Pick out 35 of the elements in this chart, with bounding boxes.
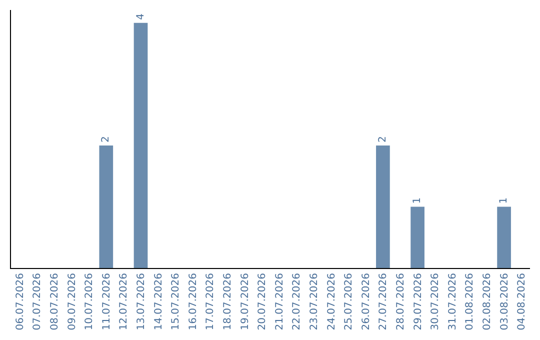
x-tick-label: 14.07.2026 — [153, 273, 164, 330]
x-tick-label: 01.08.2026 — [464, 273, 476, 330]
x-tick-label: 10.07.2026 — [84, 273, 96, 330]
x-tick-label: 29.07.2026 — [412, 273, 424, 330]
x-tick-label: 19.07.2026 — [240, 273, 251, 330]
x-tick-label: 02.08.2026 — [482, 273, 493, 330]
x-tick-label: 28.07.2026 — [396, 273, 406, 330]
x-tick-label: 25.07.2026 — [344, 273, 355, 330]
x-tick-label: 26.07.2026 — [360, 273, 372, 330]
data-label: 1 — [412, 197, 424, 204]
x-tick-label: 16.07.2026 — [188, 273, 199, 330]
x-tick-label: 11.07.2026 — [101, 273, 112, 330]
x-tick-label: 30.07.2026 — [430, 273, 442, 330]
x-tick-label: 04.08.2026 — [516, 273, 528, 330]
x-tick-label: 22.07.2026 — [292, 273, 303, 330]
data-label: 4 — [135, 14, 146, 20]
x-tick-label: 03.08.2026 — [499, 273, 510, 330]
x-tick-label: 17.07.2026 — [205, 273, 216, 330]
x-tick-label: 23.07.2026 — [309, 273, 320, 330]
x-tick-label: 07.07.2026 — [32, 273, 44, 330]
x-tick-label: 24.07.2026 — [326, 273, 338, 330]
x-tick-label: 20.07.2026 — [257, 273, 268, 330]
x-tick-label: 12.07.2026 — [118, 273, 130, 330]
x-tick-label: 08.07.2026 — [50, 273, 60, 330]
x-tick-label: 06.07.2026 — [14, 273, 26, 330]
data-label: 2 — [100, 136, 112, 142]
data-label: 1 — [498, 197, 510, 204]
x-tick-label: 15.07.2026 — [170, 273, 182, 330]
x-tick-label: 21.07.2026 — [274, 273, 286, 330]
x-tick-label: 13.07.2026 — [136, 273, 147, 330]
x-tick-label: 31.07.2026 — [447, 273, 458, 330]
data-label: 2 — [377, 136, 388, 142]
x-tick-label: 27.07.2026 — [378, 273, 390, 330]
x-tick-label: 09.07.2026 — [66, 273, 78, 330]
x-tick-label: 18.07.2026 — [222, 273, 234, 330]
